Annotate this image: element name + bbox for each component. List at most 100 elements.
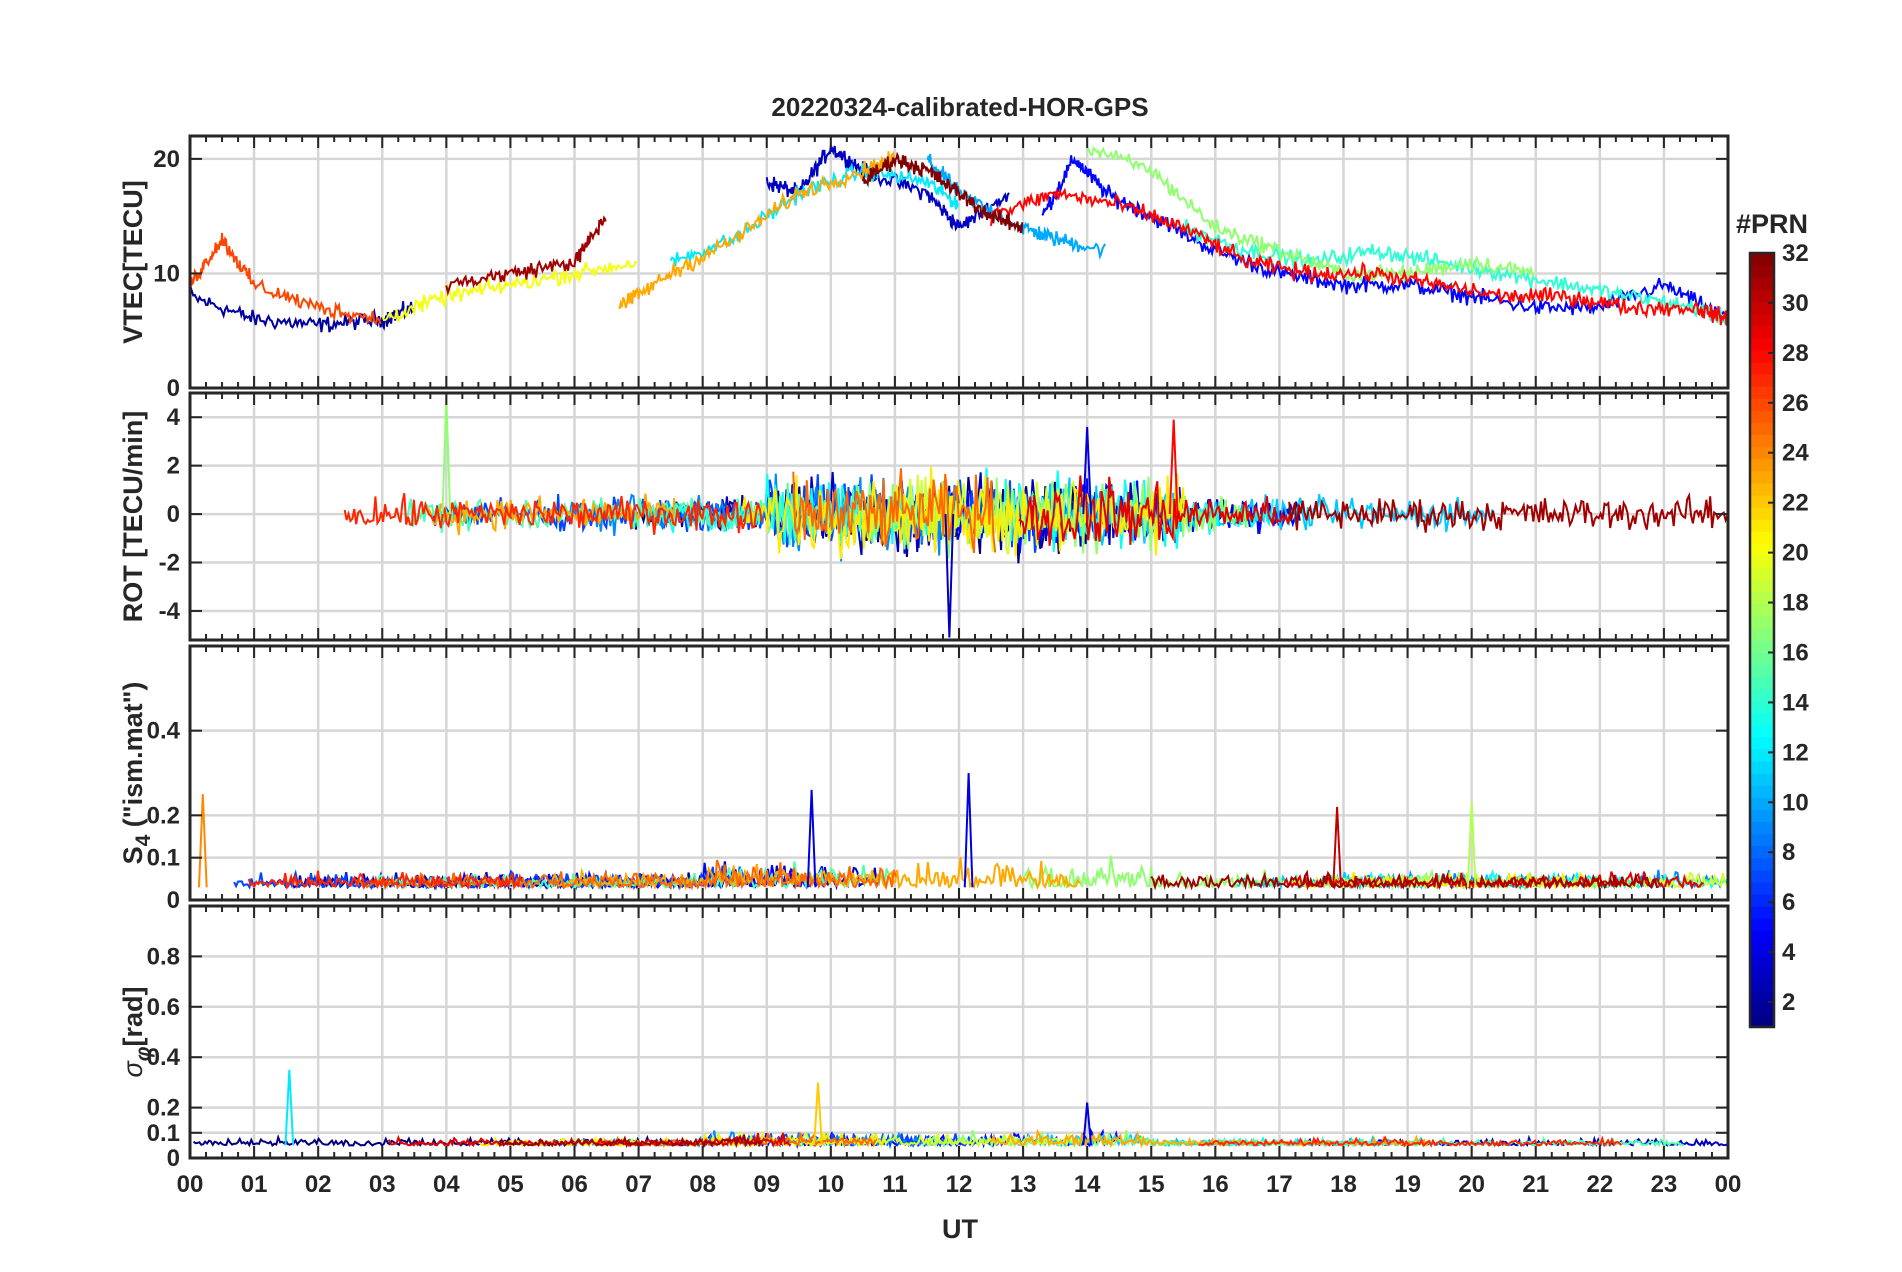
x-tick-label: 09 — [753, 1171, 780, 1198]
colorbar-tick-label: 30 — [1782, 290, 1809, 317]
vtec-series-prn-31 — [445, 215, 607, 297]
colorbar-segment — [1750, 809, 1774, 823]
s4-y-tick-label: 0.1 — [147, 845, 180, 872]
vtec-series-prn-17 — [1086, 146, 1535, 284]
colorbar-tick-label: 22 — [1782, 490, 1809, 517]
colorbar-segment — [1750, 555, 1774, 569]
x-tick-label: 21 — [1522, 1171, 1549, 1198]
rot-y-tick-label: 0 — [167, 501, 180, 528]
colorbar-label: #PRN — [1736, 209, 1808, 239]
colorbar-segment — [1750, 942, 1774, 956]
colorbar-segment — [1750, 893, 1774, 907]
rot-series-group — [343, 397, 1728, 638]
rot-y-tick-label: -2 — [159, 550, 180, 577]
colorbar-segment — [1750, 422, 1774, 436]
colorbar-segment — [1750, 373, 1774, 387]
colorbar-segment — [1750, 289, 1774, 302]
colorbar-segment — [1750, 579, 1774, 593]
colorbar-segment — [1750, 785, 1774, 798]
s4-y-tick-label: 0.2 — [147, 802, 180, 829]
colorbar-segment — [1750, 724, 1774, 738]
colorbar-segment — [1750, 337, 1774, 351]
colorbar-tick-label: 28 — [1782, 340, 1809, 367]
colorbar-segment — [1750, 881, 1774, 895]
colorbar-segment — [1750, 506, 1774, 520]
s4-peak — [963, 772, 974, 888]
colorbar-segment — [1750, 797, 1774, 810]
s4-peak — [1332, 806, 1342, 888]
x-tick-label: 04 — [433, 1171, 460, 1198]
x-tick-label: 18 — [1330, 1171, 1357, 1198]
vtec-series-group — [190, 145, 1728, 333]
vtec-series-prn-14 — [1182, 219, 1728, 325]
x-tick-label: 06 — [561, 1171, 588, 1198]
colorbar-segment — [1750, 398, 1774, 411]
colorbar-segment — [1750, 930, 1774, 943]
vtec-y-axis-label: VTEC[TECU] — [118, 180, 148, 344]
sigma_phi-y-tick-label: 0 — [167, 1145, 180, 1172]
x-tick-label: 17 — [1266, 1171, 1293, 1198]
colorbar-segment — [1750, 301, 1774, 315]
axes-frames — [188, 134, 1730, 1160]
sigma_phi-y-tick-label: 0.6 — [147, 994, 180, 1021]
rot-peak — [1082, 426, 1093, 515]
vtec-y-tick-label: 0 — [167, 375, 180, 402]
colorbar-tick-label: 20 — [1782, 540, 1809, 567]
colorbar-segment — [1750, 494, 1774, 508]
colorbar-tick-label: 12 — [1782, 739, 1809, 766]
colorbar-segment — [1750, 760, 1774, 774]
colorbar-segment — [1750, 470, 1774, 484]
x-tick-label: 14 — [1074, 1171, 1101, 1198]
colorbar-segment — [1750, 954, 1774, 968]
sigma_phi-y-tick-label: 0.4 — [147, 1044, 181, 1071]
colorbar-segment — [1750, 966, 1774, 980]
vtec-series-prn-20 — [381, 259, 638, 322]
vtec-series-prn-28 — [990, 187, 1728, 326]
colorbar-segment — [1750, 603, 1774, 617]
rot-peak — [1168, 419, 1179, 515]
colorbar-segment — [1750, 845, 1774, 859]
colorbar-segment — [1750, 265, 1774, 278]
s4-series-prn-27 — [247, 870, 523, 891]
x-tick-label: 19 — [1394, 1171, 1421, 1198]
colorbar-tick-label: 26 — [1782, 390, 1809, 417]
colorbar-segment — [1750, 748, 1774, 762]
data-series — [190, 145, 1728, 1150]
s4-peak — [806, 789, 817, 888]
colorbar-segment — [1750, 531, 1774, 544]
colorbar-segment — [1750, 978, 1774, 992]
colorbar-segment — [1750, 446, 1774, 460]
rot-series-prn-31 — [1288, 491, 1728, 533]
rot-y-tick-label: 4 — [167, 404, 181, 431]
x-axis-label: UT — [942, 1214, 978, 1244]
sigma_phi-series-prn-31 — [497, 1134, 763, 1149]
rot-y-axis-label: ROT [TECU/min] — [118, 411, 148, 622]
sigma_phi-y-tick-label: 0.8 — [147, 943, 180, 970]
x-tick-label: 08 — [689, 1171, 716, 1198]
vtec-series-prn-23 — [618, 150, 896, 310]
colorbar-segment — [1750, 567, 1774, 581]
colorbar-tick-label: 2 — [1782, 989, 1795, 1016]
colorbar-segment — [1750, 640, 1774, 653]
sigma_phi-series-prn-17 — [921, 1130, 1181, 1149]
colorbar-segment — [1750, 918, 1774, 931]
colorbar-tick-label: 6 — [1782, 889, 1795, 916]
sigma_phi-series-group — [192, 1069, 1728, 1150]
vtec-series-prn-26 — [190, 232, 382, 326]
sigma_phi-peak — [813, 1082, 823, 1146]
colorbar-segment — [1750, 700, 1774, 714]
rot-peak — [944, 514, 955, 638]
colorbar-segment — [1750, 1002, 1774, 1016]
sigma_phi-y-axis-label: σφ[rad] — [118, 986, 155, 1077]
colorbar-segment — [1750, 434, 1774, 448]
sigma_phi-peak — [284, 1069, 295, 1146]
colorbar-segment — [1750, 591, 1774, 605]
s4-series-prn-31 — [1150, 869, 1659, 891]
colorbar-segment — [1750, 386, 1774, 399]
s4-y-tick-label: 0 — [167, 887, 180, 914]
colorbar-segment — [1750, 627, 1774, 641]
colorbar-tick-label: 24 — [1782, 440, 1809, 467]
